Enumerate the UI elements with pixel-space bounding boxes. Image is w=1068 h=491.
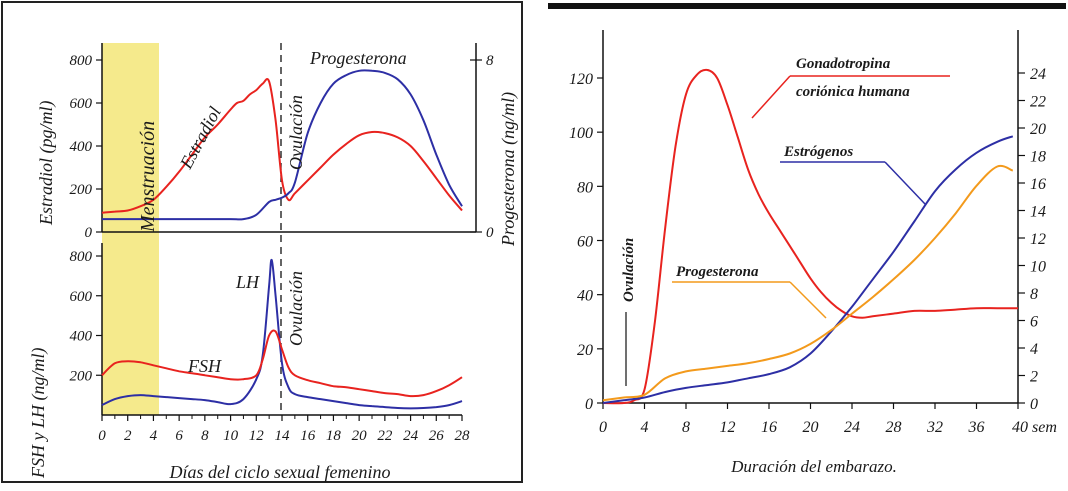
menstruation-band xyxy=(102,43,159,415)
y-tick-label: 600 xyxy=(70,289,93,305)
y-tick-label: 200 xyxy=(70,368,93,384)
x-tick-label: 0 xyxy=(599,419,607,436)
x-tick-label: 32 xyxy=(926,419,943,436)
series-line-fsh xyxy=(101,329,463,398)
y-tick-label: 800 xyxy=(70,249,93,265)
y2-tick-label: 8 xyxy=(486,53,494,69)
y-tick-label: 80 xyxy=(577,179,593,196)
x-tick-label: 4 xyxy=(641,419,649,436)
progesterone-axis-title: Progesterona (ng/ml) xyxy=(498,92,519,247)
x-tick-label: 12 xyxy=(720,419,736,436)
y2-tick-label: 12 xyxy=(1030,231,1046,248)
x-tick-label: 24 xyxy=(403,428,419,444)
x-tick-label: 36 xyxy=(968,419,985,436)
x-tick-label: 8 xyxy=(201,428,209,444)
x-tick-label: 28 xyxy=(886,419,902,436)
y-tick-label: 400 xyxy=(70,139,93,155)
y2-tick-label: 24 xyxy=(1030,66,1046,83)
series-line xyxy=(602,135,1014,404)
x-tick-label: 0 xyxy=(98,428,106,444)
y2-tick-label: 10 xyxy=(1030,259,1046,276)
menstruation-label: Menstruación xyxy=(137,121,159,233)
bottom-left-y-ticks: 800 600 400 200 xyxy=(70,249,102,384)
x-tick-label: 26 xyxy=(429,428,445,444)
x-tick-label: 22 xyxy=(377,428,393,444)
x-tick-label: 40 sem xyxy=(1012,419,1057,436)
series-line-lh xyxy=(101,258,463,410)
series-line-progesterona xyxy=(102,69,463,221)
estrogen-label: Estrógenos xyxy=(783,144,853,160)
right-panel-top-border xyxy=(548,3,1066,9)
x-tick-label: 14 xyxy=(275,428,291,444)
y-tick-label: 0 xyxy=(585,396,593,413)
ovulation-label-right: Ovulación xyxy=(621,238,637,302)
estradiol-axis-title: Estradiol (pg/ml) xyxy=(36,100,57,226)
y2-tick-label: 18 xyxy=(1030,149,1046,166)
y2-tick-label: 22 xyxy=(1030,94,1046,111)
estrogen-pointer xyxy=(884,161,926,205)
x-tick-label: 28 xyxy=(455,428,471,444)
y2-tick-label: 0 xyxy=(486,225,494,241)
x-tick-label: 6 xyxy=(175,428,183,444)
x-tick-label: 24 xyxy=(844,419,860,436)
hcg-pointer xyxy=(751,75,791,119)
y2-tick-label: 4 xyxy=(1030,341,1038,358)
y2-tick-label: 8 xyxy=(1030,286,1038,303)
right-x-ticks: 0 4 8 12 16 20 24 28 32 36 40 sem xyxy=(599,403,1057,436)
left-panel-frame xyxy=(1,1,523,483)
fsh-label: FSH xyxy=(187,356,222,376)
y2-tick-label: 6 xyxy=(1030,314,1038,331)
x-tick-label: 20 xyxy=(352,428,368,444)
right-series xyxy=(602,68,1018,405)
y-tick-label: 40 xyxy=(577,288,593,305)
x-tick-label: 12 xyxy=(249,428,265,444)
y-tick-label: 0 xyxy=(85,225,93,241)
y2-tick-label: 20 xyxy=(1030,121,1046,138)
series-line xyxy=(602,68,1018,405)
left-series xyxy=(101,69,463,410)
y-tick-label: 100 xyxy=(569,125,593,142)
series-line-estradiol xyxy=(101,78,463,214)
x-tick-label: 4 xyxy=(150,428,158,444)
right-left-y-ticks: 120 100 80 60 40 20 0 xyxy=(569,71,603,413)
y-tick-label: 120 xyxy=(569,71,593,88)
x-tick-label: 20 xyxy=(803,419,819,436)
y2-tick-label: 2 xyxy=(1030,369,1038,386)
progesterone-label-right: Progesterona xyxy=(676,264,759,280)
progesterone-pointer xyxy=(789,281,827,319)
fsh-lh-axis-title: FSH y LH (ng/ml) xyxy=(28,348,49,479)
x-tick-label: 10 xyxy=(223,428,239,444)
x-tick-label: 16 xyxy=(300,428,316,444)
x-tick-label: 8 xyxy=(682,419,690,436)
y2-tick-label: 16 xyxy=(1030,176,1046,193)
x-tick-label: 16 xyxy=(761,419,777,436)
x-tick-label: 18 xyxy=(326,428,342,444)
y2-tick-label: 0 xyxy=(1030,396,1038,413)
hcg-label-line1: Gonadotropina xyxy=(796,56,891,72)
ovulation-label-bottom: Ovulación xyxy=(286,271,306,346)
y-tick-label: 800 xyxy=(70,53,93,69)
ovulation-label-top: Ovulación xyxy=(286,95,306,170)
top-right-y-ticks: 80 xyxy=(470,53,494,241)
right-x-axis-title: Duración del embarazo. xyxy=(730,457,897,476)
left-x-axis-title: Días del ciclo sexual femenino xyxy=(169,462,391,482)
y-tick-label: 400 xyxy=(70,329,93,345)
progesterone-label: Progesterona xyxy=(309,48,407,68)
y-tick-label: 20 xyxy=(577,342,593,359)
left-x-ticks: 0 2 4 6 8 10 12 14 16 18 20 22 24 26 28 xyxy=(98,415,470,444)
y-tick-label: 60 xyxy=(577,234,593,251)
lh-label: LH xyxy=(235,272,260,292)
y-tick-label: 200 xyxy=(70,182,93,198)
y2-tick-label: 14 xyxy=(1030,204,1046,221)
y-tick-label: 600 xyxy=(70,96,93,112)
series-line xyxy=(602,164,1014,402)
top-left-y-ticks: 800 600 400 200 0 xyxy=(70,53,102,241)
hcg-label-line2: coriónica humana xyxy=(796,84,910,100)
x-tick-label: 2 xyxy=(124,428,132,444)
